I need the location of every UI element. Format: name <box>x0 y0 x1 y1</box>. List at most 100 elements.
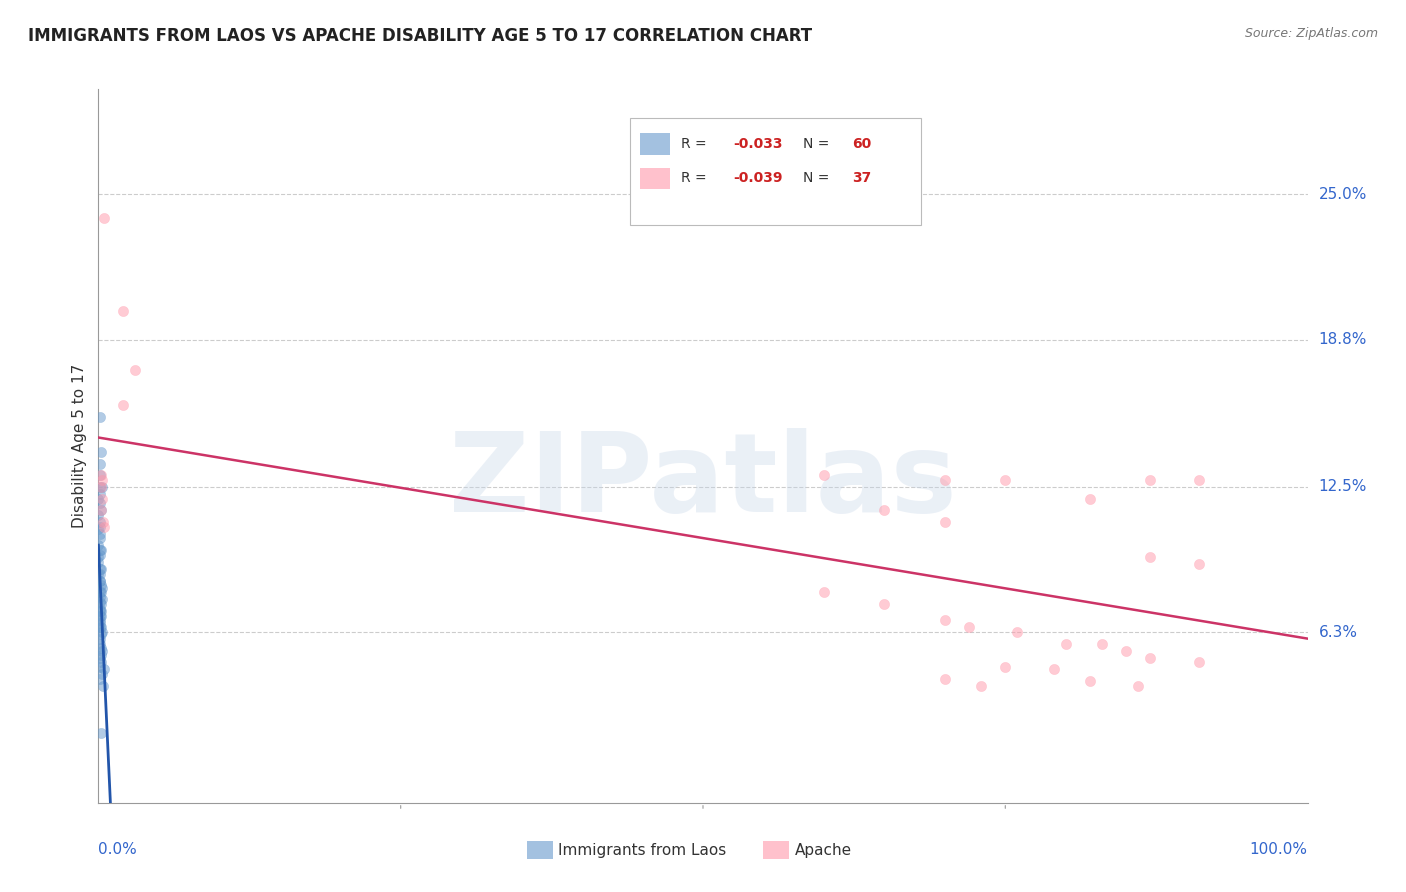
Point <box>89 574 111 588</box>
Point <box>89 620 111 634</box>
Point <box>934 613 956 627</box>
Text: Apache: Apache <box>794 843 852 857</box>
Text: 6.3%: 6.3% <box>1319 624 1358 640</box>
Text: 18.8%: 18.8% <box>1319 332 1367 347</box>
Text: 12.5%: 12.5% <box>1319 479 1367 494</box>
Point <box>90 597 112 611</box>
Point <box>89 660 111 674</box>
Point <box>87 555 110 569</box>
Point <box>90 445 112 459</box>
Point <box>1139 550 1161 565</box>
Point <box>89 457 111 471</box>
Point <box>90 578 112 592</box>
Point <box>1128 679 1150 693</box>
Point <box>111 398 134 412</box>
Text: IMMIGRANTS FROM LAOS VS APACHE DISABILITY AGE 5 TO 17 CORRELATION CHART: IMMIGRANTS FROM LAOS VS APACHE DISABILIT… <box>28 27 813 45</box>
Point <box>87 538 110 552</box>
Point <box>93 662 115 676</box>
Point <box>1042 662 1064 676</box>
FancyBboxPatch shape <box>640 168 671 189</box>
Point <box>93 211 115 225</box>
Point <box>90 480 112 494</box>
Text: 100.0%: 100.0% <box>1250 842 1308 856</box>
Point <box>89 409 111 424</box>
Point <box>87 491 110 506</box>
Point <box>91 644 114 658</box>
Text: 37: 37 <box>852 171 870 186</box>
Text: R =: R = <box>682 137 711 151</box>
FancyBboxPatch shape <box>640 134 671 155</box>
Point <box>89 585 111 599</box>
Point <box>89 562 111 576</box>
Point <box>90 641 112 656</box>
Point <box>1139 650 1161 665</box>
Point <box>89 650 111 665</box>
Point <box>89 532 111 546</box>
Text: ZIPatlas: ZIPatlas <box>449 428 957 535</box>
Point <box>89 526 111 541</box>
Text: -0.033: -0.033 <box>734 137 783 151</box>
Point <box>89 574 111 588</box>
Point <box>934 515 956 529</box>
Point <box>87 522 110 536</box>
Point <box>89 543 111 558</box>
Point <box>89 613 111 627</box>
Point <box>91 473 114 487</box>
Point <box>90 503 112 517</box>
Point <box>90 608 112 623</box>
Point <box>91 592 114 607</box>
Text: 0.0%: 0.0% <box>98 842 138 856</box>
Point <box>91 480 114 494</box>
Point <box>91 667 114 681</box>
Point <box>89 604 111 618</box>
Point <box>934 473 956 487</box>
Point <box>1115 644 1137 658</box>
Point <box>873 597 896 611</box>
Point <box>934 672 956 686</box>
Point <box>957 620 980 634</box>
Point <box>1188 656 1211 670</box>
Point <box>90 725 112 739</box>
Point <box>91 581 114 595</box>
Point <box>89 601 111 615</box>
Point <box>89 608 111 623</box>
Point <box>89 590 111 604</box>
Point <box>89 672 111 686</box>
Point <box>89 637 111 651</box>
Point <box>91 491 114 506</box>
Point <box>89 632 111 646</box>
Point <box>1139 473 1161 487</box>
Point <box>1078 491 1101 506</box>
Point <box>87 566 110 581</box>
Point <box>90 543 112 558</box>
Point <box>91 679 114 693</box>
Point <box>111 304 134 318</box>
Text: Immigrants from Laos: Immigrants from Laos <box>558 843 727 857</box>
Point <box>90 656 112 670</box>
Point <box>873 503 896 517</box>
Point <box>1188 473 1211 487</box>
Point <box>89 468 111 483</box>
Point <box>89 566 111 581</box>
Point <box>90 620 112 634</box>
Point <box>89 615 111 630</box>
Point <box>87 508 110 522</box>
Point <box>1091 637 1114 651</box>
Point <box>90 562 112 576</box>
Text: 25.0%: 25.0% <box>1319 187 1367 202</box>
Point <box>90 648 112 663</box>
Point <box>994 473 1017 487</box>
Point <box>124 363 146 377</box>
Text: 60: 60 <box>852 137 870 151</box>
Text: -0.039: -0.039 <box>734 171 783 186</box>
Point <box>1054 637 1077 651</box>
Point <box>994 660 1017 674</box>
FancyBboxPatch shape <box>630 118 921 225</box>
Point <box>89 548 111 562</box>
Y-axis label: Disability Age 5 to 17: Disability Age 5 to 17 <box>72 364 87 528</box>
Point <box>89 515 111 529</box>
Point <box>89 594 111 608</box>
Point <box>1007 625 1029 640</box>
Text: Source: ZipAtlas.com: Source: ZipAtlas.com <box>1244 27 1378 40</box>
Point <box>91 515 114 529</box>
